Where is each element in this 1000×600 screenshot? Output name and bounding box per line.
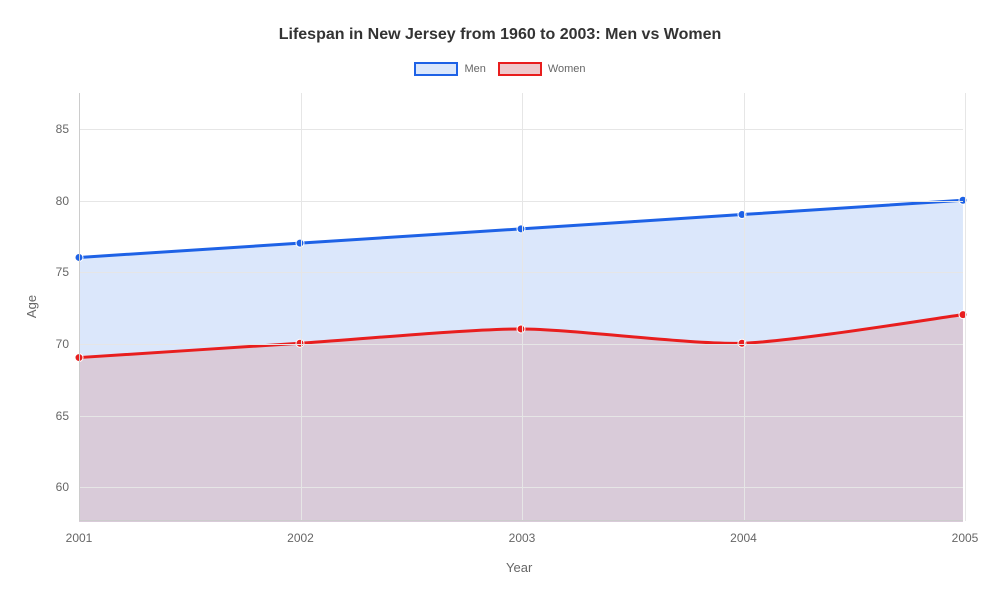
y-tick-label: 85 <box>56 122 79 136</box>
chart-legend: Men Women <box>0 62 1000 76</box>
grid-line-h <box>79 487 963 488</box>
data-point[interactable] <box>517 225 525 233</box>
y-tick-label: 80 <box>56 194 79 208</box>
data-point[interactable] <box>738 211 746 219</box>
grid-line-h <box>79 201 963 202</box>
legend-label-women: Women <box>548 63 586 75</box>
y-tick-label: 65 <box>56 409 79 423</box>
grid-line-v <box>522 93 523 521</box>
x-axis-title: Year <box>506 560 532 575</box>
grid-line-v <box>744 93 745 521</box>
chart-title: Lifespan in New Jersey from 1960 to 2003… <box>0 26 1000 44</box>
grid-line-v <box>79 93 80 521</box>
legend-item-men[interactable]: Men <box>414 62 485 76</box>
grid-line-v <box>301 93 302 521</box>
legend-swatch-men <box>414 62 458 76</box>
grid-line-h <box>79 272 963 273</box>
grid-line-h <box>79 416 963 417</box>
x-tick-label: 2002 <box>287 521 314 545</box>
y-axis-title: Age <box>24 295 39 318</box>
y-tick-label: 60 <box>56 480 79 494</box>
legend-item-women[interactable]: Women <box>498 62 586 76</box>
grid-line-h <box>79 344 963 345</box>
plot-area: 60657075808520012002200320042005 <box>78 92 964 522</box>
x-tick-label: 2005 <box>952 521 979 545</box>
y-tick-label: 75 <box>56 265 79 279</box>
chart-svg <box>79 93 963 522</box>
y-tick-label: 70 <box>56 337 79 351</box>
legend-label-men: Men <box>464 63 485 75</box>
data-point[interactable] <box>517 325 525 333</box>
legend-swatch-women <box>498 62 542 76</box>
chart-container: Lifespan in New Jersey from 1960 to 2003… <box>0 0 1000 600</box>
grid-line-v <box>965 93 966 521</box>
x-tick-label: 2001 <box>66 521 93 545</box>
grid-line-h <box>79 129 963 130</box>
x-tick-label: 2003 <box>509 521 536 545</box>
x-tick-label: 2004 <box>730 521 757 545</box>
